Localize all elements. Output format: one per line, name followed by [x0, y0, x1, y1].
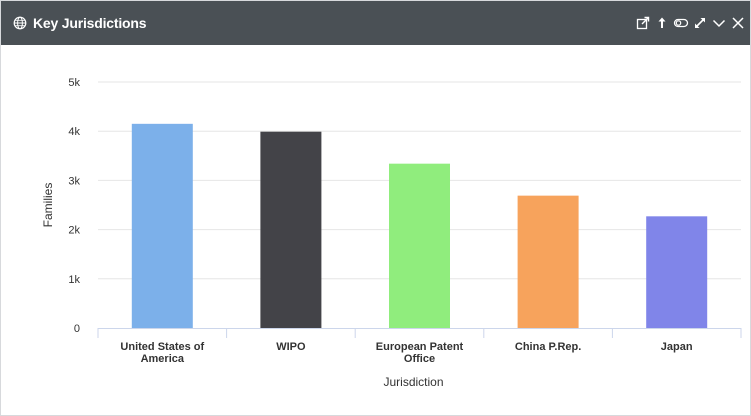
y-tick-label: 3k	[68, 175, 80, 187]
bar[interactable]	[389, 163, 450, 328]
bars	[131, 123, 708, 328]
y-tick-label: 5k	[68, 77, 80, 89]
y-tick-label: 4k	[68, 126, 80, 138]
x-axis-title: Jurisdiction	[383, 375, 443, 389]
header-icons	[632, 1, 746, 45]
x-category-label: European Patent Office	[376, 341, 464, 365]
bar[interactable]	[517, 195, 579, 328]
widget-header: Key Jurisdictions	[1, 1, 750, 45]
toggle-icon[interactable]	[673, 15, 689, 31]
x-axis-categories: United States of America WIPO European Pate…	[120, 341, 692, 365]
globe-icon	[13, 16, 27, 30]
bar[interactable]	[260, 131, 322, 328]
chevron-down-icon[interactable]	[711, 15, 727, 31]
x-category-label: WIPO	[276, 341, 306, 353]
bar[interactable]	[131, 123, 193, 328]
upload-icon[interactable]	[654, 15, 670, 31]
y-axis-ticks: 0 1k 2k 3k 4k 5k	[68, 77, 80, 335]
x-category-label: United States of America	[120, 341, 204, 365]
x-axis	[97, 328, 742, 338]
y-tick-label: 2k	[68, 225, 80, 237]
close-icon[interactable]	[730, 15, 746, 31]
y-axis-title: Families	[41, 183, 55, 228]
widget-title: Key Jurisdictions	[33, 15, 147, 31]
x-category-label: Japan	[661, 341, 693, 353]
y-tick-label: 0	[74, 323, 80, 335]
title-wrap: Key Jurisdictions	[13, 1, 147, 45]
expand-icon[interactable]	[692, 15, 708, 31]
y-tick-label: 1k	[68, 274, 80, 286]
external-link-icon[interactable]	[635, 15, 651, 31]
bar-chart: 0 1k 2k 3k 4k 5k United States of America WIPO E…	[41, 77, 742, 389]
x-category-label: China P.Rep.	[515, 341, 581, 353]
bar[interactable]	[646, 216, 708, 328]
